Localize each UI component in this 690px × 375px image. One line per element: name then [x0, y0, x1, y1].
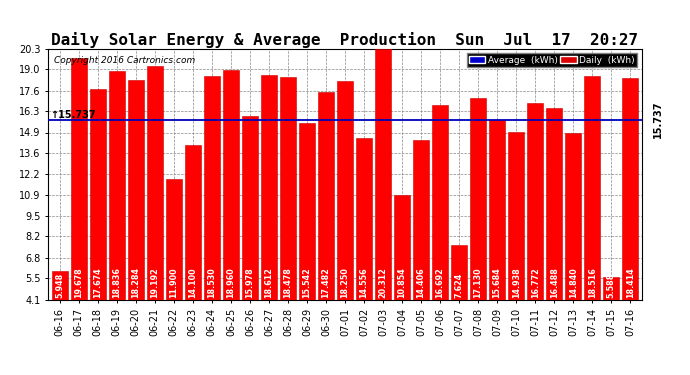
Text: 18.530: 18.530 [208, 267, 217, 298]
Text: 14.556: 14.556 [359, 267, 368, 298]
Bar [546, 108, 562, 300]
Text: 16.488: 16.488 [550, 267, 559, 298]
Bar [166, 179, 181, 300]
Text: 5.948: 5.948 [55, 272, 64, 298]
Bar [299, 123, 315, 300]
Text: 15.684: 15.684 [493, 267, 502, 298]
Bar [565, 134, 581, 300]
Text: 14.406: 14.406 [417, 267, 426, 298]
Bar [185, 145, 201, 300]
Text: 18.284: 18.284 [131, 267, 140, 298]
Text: 7.624: 7.624 [455, 272, 464, 298]
Title: Daily Solar Energy & Average  Production  Sun  Jul  17  20:27: Daily Solar Energy & Average Production … [52, 32, 638, 48]
Text: 14.938: 14.938 [512, 267, 521, 298]
Bar [509, 132, 524, 300]
Bar [471, 98, 486, 300]
Bar [394, 195, 410, 300]
Bar [204, 76, 219, 300]
Bar [147, 66, 163, 300]
Text: 16.772: 16.772 [531, 267, 540, 298]
Text: 11.900: 11.900 [169, 267, 178, 298]
Bar [109, 72, 125, 300]
Text: 18.478: 18.478 [284, 267, 293, 298]
Bar [584, 76, 600, 300]
Text: 18.414: 18.414 [626, 267, 635, 298]
Text: 18.612: 18.612 [264, 267, 273, 298]
Text: 18.960: 18.960 [226, 267, 235, 298]
Bar [280, 77, 296, 300]
Text: 14.840: 14.840 [569, 267, 578, 298]
Text: 17.674: 17.674 [93, 267, 102, 298]
Bar [223, 69, 239, 300]
Bar [90, 90, 106, 300]
Bar [451, 245, 467, 300]
Text: ↑15.737: ↑15.737 [50, 110, 96, 120]
Bar [71, 58, 86, 300]
Text: 15.542: 15.542 [302, 267, 311, 298]
Text: 15.737: 15.737 [653, 101, 663, 138]
Bar [52, 272, 68, 300]
Text: 19.192: 19.192 [150, 267, 159, 298]
Legend: Average  (kWh), Daily  (kWh): Average (kWh), Daily (kWh) [466, 53, 637, 67]
Text: 18.836: 18.836 [112, 267, 121, 298]
Text: 18.250: 18.250 [340, 267, 350, 298]
Bar [337, 81, 353, 300]
Text: 10.854: 10.854 [397, 267, 406, 298]
Bar [622, 78, 638, 300]
Text: 17.130: 17.130 [473, 267, 482, 298]
Bar [318, 93, 334, 300]
Text: 15.978: 15.978 [246, 267, 255, 298]
Bar [413, 140, 429, 300]
Text: 5.588: 5.588 [607, 272, 615, 298]
Bar [128, 80, 144, 300]
Bar [261, 75, 277, 300]
Bar [527, 104, 543, 300]
Text: 18.516: 18.516 [588, 267, 597, 298]
Text: 17.482: 17.482 [322, 267, 331, 298]
Bar [489, 120, 505, 300]
Bar [604, 277, 619, 300]
Bar [242, 116, 257, 300]
Text: 20.312: 20.312 [379, 267, 388, 298]
Bar [433, 105, 448, 300]
Text: 16.692: 16.692 [435, 267, 444, 298]
Text: Copyright 2016 Cartronics.com: Copyright 2016 Cartronics.com [55, 56, 195, 65]
Text: 19.678: 19.678 [75, 267, 83, 298]
Bar [375, 49, 391, 300]
Text: 14.100: 14.100 [188, 267, 197, 298]
Bar [356, 138, 372, 300]
